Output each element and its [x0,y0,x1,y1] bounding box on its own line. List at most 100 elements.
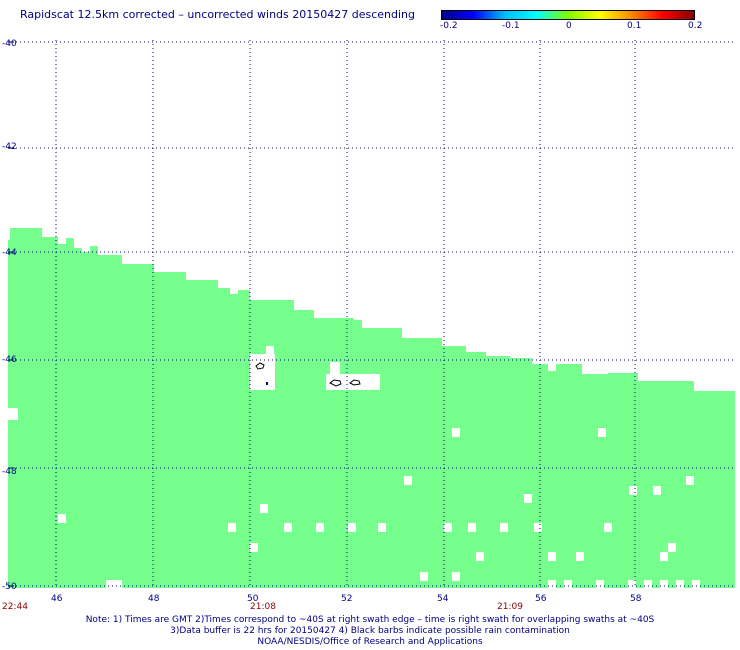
data-gap [628,580,636,588]
data-gap [596,580,604,588]
lat-label: -50 [2,582,17,592]
lat-label: -40 [2,39,17,49]
data-gap [284,523,292,532]
data-gap [524,494,532,503]
data-gap [316,523,324,532]
rain-barb [266,382,268,385]
swath-area [8,228,735,588]
swath-segment [510,358,532,588]
axis-labels: -40 -42 -44 -46 -48 -50 46 48 50 52 54 5… [2,39,642,612]
swath-segment [608,373,638,588]
data-gap [598,428,606,437]
data-gap [250,543,258,552]
swath-segment [548,371,556,588]
data-gap [250,354,275,390]
data-gap [500,523,508,532]
time-label: 21:08 [250,602,276,612]
rain-barb [255,362,265,370]
data-gap [660,580,668,588]
swath-segment [314,318,354,588]
colorbar-label: 0.2 [688,21,703,31]
data-gap [534,523,542,532]
lat-lon-grid [8,40,735,588]
swath-segment [186,280,218,588]
swath-segment [582,374,608,588]
swath-segment [66,238,74,588]
note-line: 3)Data buffer is 22 hrs for 20150427 4) … [170,626,570,636]
swath-segment [122,264,154,588]
lat-label: -46 [2,355,17,365]
data-gap [660,552,668,561]
swath-segment [402,338,442,588]
rain-barb [329,379,342,387]
swath-segment [362,328,402,588]
lon-label: 56 [535,594,547,604]
swath-segment [238,290,250,588]
data-gaps [8,220,700,588]
data-gap [452,572,460,581]
lon-label: 52 [341,594,352,604]
data-gap [548,580,556,588]
colorbar-label: 0.1 [627,21,642,31]
swath-segment [82,252,90,588]
data-gap [644,580,652,588]
time-label: 21:09 [497,602,523,612]
colorbar-label: -0.1 [502,21,520,31]
note-line: NOAA/NESDIS/Office of Research and Appli… [257,637,483,647]
data-gap [404,476,412,485]
data-gap [266,346,274,358]
data-gap [676,580,684,588]
swath-segment [230,294,238,588]
lon-label: 58 [630,594,642,604]
data-gap [326,374,380,390]
data-gap [468,523,476,532]
data-gap [260,504,268,513]
data-gap [228,523,236,532]
data-gap [330,362,340,376]
lat-label: -44 [2,248,17,258]
swath-segment [294,310,314,588]
data-gap [420,572,428,581]
swath-segment [556,364,582,588]
lat-label: -42 [2,142,17,152]
swath-segment [694,391,735,588]
data-gap [378,523,386,532]
note-line: Note: 1) Times are GMT 2)Times correspon… [85,615,655,625]
data-gap [452,428,460,437]
lat-label: -48 [2,467,17,477]
data-gap [444,523,452,532]
colorbar-label: -0.2 [440,21,458,31]
data-gap [58,514,66,523]
swath-segment [42,237,58,588]
time-label: 22:44 [2,602,28,612]
swath-segment [154,272,186,588]
data-gap [106,580,122,588]
data-gap [348,523,356,532]
data-gap [8,220,10,240]
colorbar [441,10,695,20]
swath-segment [74,248,82,588]
lon-label: 50 [247,594,259,604]
data-gap [564,580,572,588]
data-gap [604,523,612,532]
lon-label: 54 [437,594,449,604]
colorbar-label: 0 [566,21,572,31]
data-gap [629,486,637,495]
data-gap [692,580,700,588]
rain-barb [349,379,361,386]
footnotes: Note: 1) Times are GMT 2)Times correspon… [0,615,740,648]
swath-segment [442,346,466,588]
swath-segment [218,288,230,588]
data-gap [653,486,661,495]
data-gap [476,552,484,561]
swath-segment [354,320,362,588]
lon-label: 46 [51,594,63,604]
swath-segment [90,246,98,588]
swath-segment [98,255,122,588]
data-gap [668,543,676,552]
lon-label: 48 [148,594,160,604]
swath-segment [58,244,66,588]
data-gap [8,408,18,420]
data-gap [576,552,584,561]
